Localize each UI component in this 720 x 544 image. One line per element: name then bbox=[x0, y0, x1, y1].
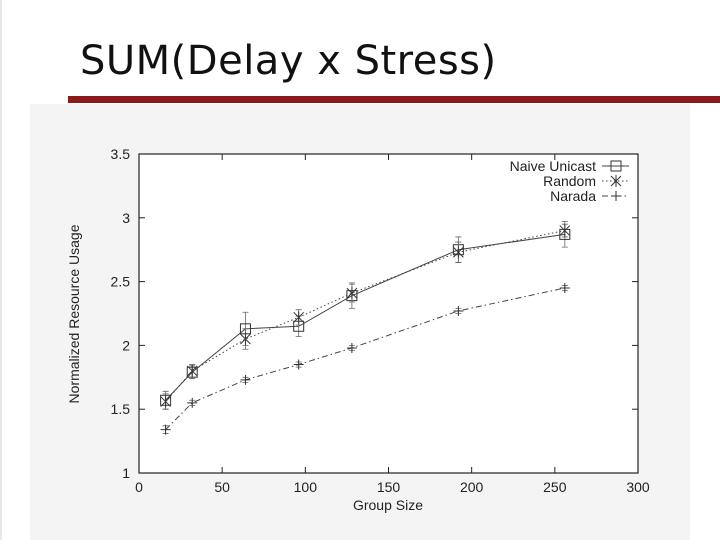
legend-label: Random bbox=[543, 173, 596, 189]
random-data-point bbox=[346, 287, 358, 300]
narada-data-point bbox=[559, 282, 570, 293]
y-tick-label: 1.5 bbox=[111, 401, 131, 417]
narada-data-point bbox=[346, 342, 357, 353]
narada-data-point bbox=[240, 374, 251, 385]
random-data-point bbox=[559, 224, 571, 237]
legend-label: Naive Unicast bbox=[510, 158, 596, 174]
chart-figure: 0 50 100 150 200 250 300 1 1.5 2 2.5 3 3.5 Group Siz… bbox=[30, 104, 690, 540]
y-tick-label: 1 bbox=[122, 465, 130, 481]
narada-data-point bbox=[187, 397, 198, 408]
plot-background bbox=[139, 154, 638, 473]
y-tick-label: 3 bbox=[122, 210, 130, 226]
random-data-point bbox=[293, 311, 305, 324]
narada-data-point bbox=[160, 424, 171, 435]
y-axis-label: Normalized Resource Usage bbox=[66, 224, 82, 403]
legend-marker-random bbox=[610, 175, 622, 187]
random-data-point bbox=[453, 246, 464, 259]
slide-left-edge bbox=[0, 0, 2, 540]
legend-marker-narada bbox=[611, 191, 621, 201]
x-tick-label: 200 bbox=[460, 479, 484, 495]
x-tick-label: 50 bbox=[214, 479, 230, 495]
random-data-point bbox=[160, 395, 171, 408]
x-tick-label: 150 bbox=[377, 479, 401, 495]
x-tick-label: 300 bbox=[626, 479, 650, 495]
legend-marker-naive-unicast bbox=[610, 160, 622, 172]
x-tick-label: 250 bbox=[543, 479, 567, 495]
narada-data-point bbox=[453, 305, 464, 316]
y-tick-label: 2 bbox=[122, 337, 130, 353]
random-data-point bbox=[186, 364, 198, 377]
x-axis-label: Group Size bbox=[353, 497, 423, 513]
y-tick-label: 2.5 bbox=[111, 274, 131, 290]
slide-title: SUM(Delay x Stress) bbox=[80, 38, 497, 84]
resource-usage-chart: 0 50 100 150 200 250 300 1 1.5 2 2.5 3 3.5 Group Siz… bbox=[66, 146, 650, 513]
title-underline bbox=[68, 96, 720, 103]
narada-data-point bbox=[293, 359, 304, 370]
random-data-point bbox=[240, 333, 251, 346]
y-tick-label: 3.5 bbox=[111, 146, 131, 162]
legend-label: Narada bbox=[550, 188, 596, 204]
x-tick-label: 0 bbox=[135, 479, 143, 495]
x-tick-label: 100 bbox=[294, 479, 318, 495]
